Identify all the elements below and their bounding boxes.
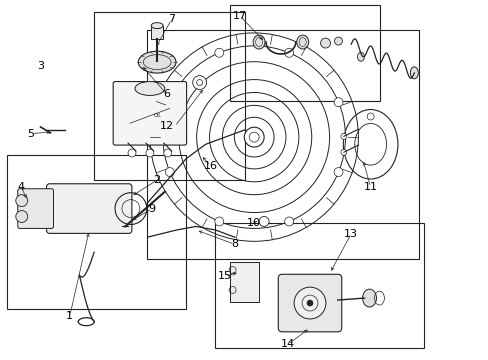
Circle shape [340,149,346,155]
Text: OIL: OIL [153,113,162,118]
Text: 15: 15 [218,271,232,282]
Text: 13: 13 [344,229,358,239]
Ellipse shape [357,52,364,61]
Bar [94,12,244,180]
Ellipse shape [409,67,417,79]
Ellipse shape [296,35,308,49]
Text: 6: 6 [163,89,170,99]
Text: 9: 9 [148,203,156,213]
Circle shape [165,168,174,176]
Circle shape [306,300,312,306]
Text: 11: 11 [363,182,377,192]
Circle shape [284,48,293,57]
Circle shape [16,211,28,222]
Bar [147,30,418,258]
Text: 17: 17 [232,11,246,21]
Ellipse shape [253,35,264,49]
Ellipse shape [362,289,376,307]
Text: 1: 1 [66,311,73,321]
Text: 3: 3 [37,61,44,71]
Ellipse shape [151,23,163,28]
Ellipse shape [135,82,164,95]
Text: 12: 12 [160,121,174,131]
Bar [229,262,259,302]
Circle shape [165,98,174,107]
Circle shape [145,149,154,157]
Circle shape [284,217,293,226]
Circle shape [214,48,224,57]
Text: 8: 8 [231,239,238,249]
FancyBboxPatch shape [46,184,132,233]
Circle shape [163,149,171,157]
Bar [7,155,186,309]
Circle shape [333,168,342,176]
Text: 10: 10 [247,218,261,228]
FancyBboxPatch shape [18,189,53,229]
Circle shape [293,287,325,319]
Ellipse shape [320,38,330,48]
Circle shape [16,195,28,207]
FancyBboxPatch shape [113,82,186,145]
Circle shape [214,217,224,226]
Circle shape [192,76,206,90]
Text: 5: 5 [27,129,35,139]
Text: 7: 7 [168,14,175,24]
Bar [215,223,423,348]
Circle shape [128,149,136,157]
Circle shape [259,216,268,226]
FancyBboxPatch shape [278,274,341,332]
Bar [229,5,380,102]
Text: 2: 2 [153,175,161,185]
Circle shape [244,127,264,147]
Text: 16: 16 [203,161,217,171]
Bar [151,26,163,40]
Circle shape [340,133,346,139]
Circle shape [333,98,342,107]
Ellipse shape [334,37,342,45]
Ellipse shape [138,51,176,73]
Text: 4: 4 [18,182,25,192]
Text: 14: 14 [281,339,295,349]
